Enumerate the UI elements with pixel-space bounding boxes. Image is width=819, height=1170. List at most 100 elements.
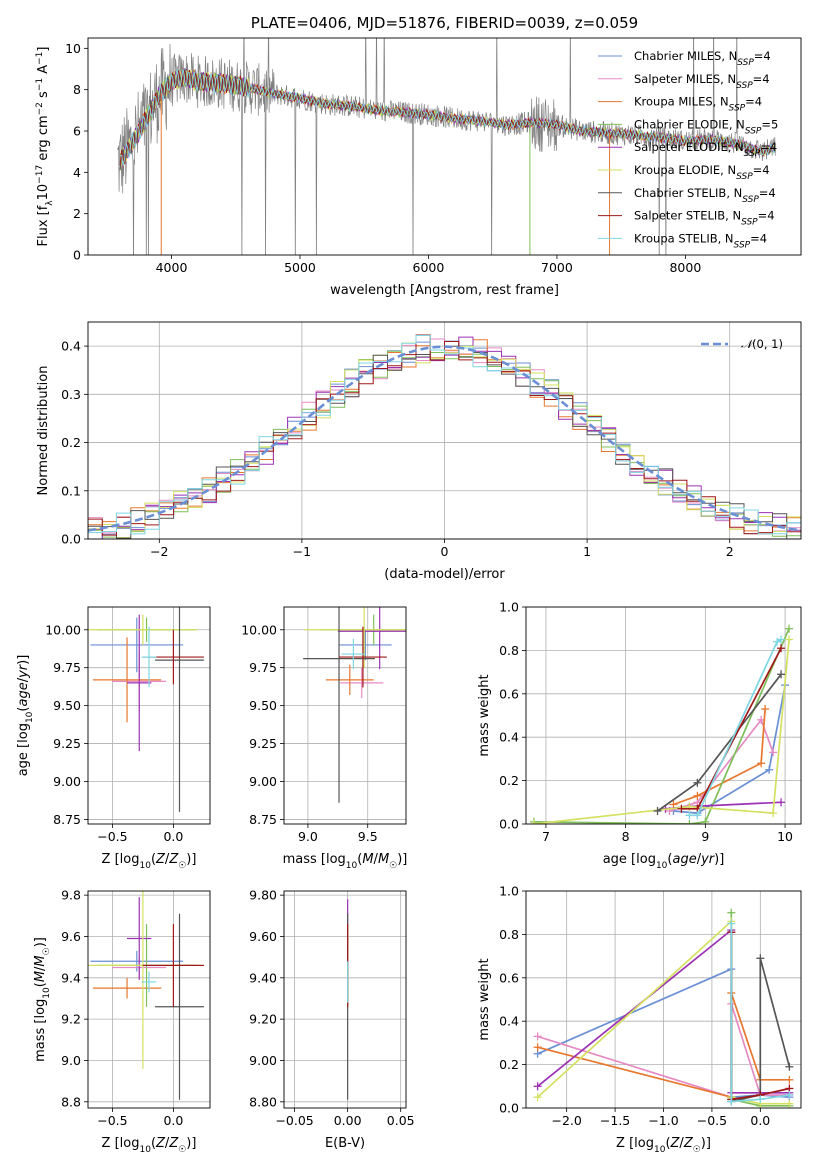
y-tick-label: 10.00 <box>45 622 81 637</box>
label-part: λ <box>45 200 55 206</box>
y-tick-label: 1.0 <box>499 884 519 899</box>
weight_vs_age-axes: 7 8 9 10 0.0 0.2 0.4 0.6 0.8 1.0 <box>499 600 801 844</box>
label-part: Salpeter ELODIE, N <box>634 140 744 154</box>
label-part: )] <box>186 1136 196 1151</box>
x-tick-label: −0.5 <box>97 829 127 844</box>
label-part: Kroupa MILES, N <box>634 95 729 109</box>
label-part: Chabrier MILES, N <box>634 49 737 63</box>
weight_vs_Z-plot-area <box>533 908 794 1108</box>
y-tick-label: 0.4 <box>61 339 81 354</box>
legend-entry: Kroupa MILES, NSSP=4 <box>634 95 762 114</box>
y-tick-label: 9.25 <box>249 736 277 751</box>
age_vs_mass-axes: 9.0 9.5 8.75 9.00 9.25 9.50 9.75 10.00 <box>241 607 406 844</box>
y-tick-label: 8 <box>73 82 81 97</box>
label-part: SSP <box>736 172 753 182</box>
y-axis-label: Flux [fλ10−17 erg cm−2 s−1 A−1] <box>35 47 55 247</box>
label-part: Z <box>683 1136 694 1151</box>
weight_vs_age-plot-area <box>529 624 794 824</box>
label-part: Salpeter MILES, N <box>634 72 736 86</box>
label-part: M <box>33 971 48 982</box>
y-tick-label: 9.75 <box>249 660 277 675</box>
label-part: −1 <box>35 52 45 65</box>
x-tick-label: −0.5 <box>697 1113 727 1128</box>
label-part: Chabrier ELODIE, N <box>634 117 745 131</box>
y-tick-label: 9.6 <box>61 929 81 944</box>
y-tick-label: 9.40 <box>249 970 277 985</box>
spectrum-plot-area <box>117 38 776 255</box>
label-part: / <box>679 1136 684 1151</box>
age_vs_Z-axes: −0.5 0.0 8.75 9.00 9.25 9.50 9.75 10.00 <box>45 607 210 844</box>
label-part: =4 <box>760 140 777 154</box>
y-axis-label: age [log10(age/yr)] <box>16 655 35 777</box>
label-part: age <box>672 852 696 867</box>
y-axis-label: mass weight <box>477 674 492 756</box>
x-axis-label: wavelength [Angstrom, rest frame] <box>330 283 559 298</box>
legend-entry: Salpeter STELIB, NSSP=4 <box>634 209 775 228</box>
y-tick-label: 9.8 <box>61 888 81 903</box>
label-part: SSP <box>742 195 759 205</box>
x-tick-label: 0.05 <box>387 1113 415 1128</box>
y-tick-label: 0.0 <box>499 817 519 832</box>
x-tick-label: 1 <box>583 544 591 559</box>
label-part: 10 <box>36 184 51 201</box>
label-part: s <box>36 91 51 102</box>
x-tick-label: −2.0 <box>551 1113 581 1128</box>
x-tick-label: 0.00 <box>334 1113 362 1128</box>
label-part: yr <box>700 852 716 867</box>
x-tick-label: 9 <box>701 829 709 844</box>
label-part: / <box>697 852 702 867</box>
label-part: Z [log <box>616 1136 654 1151</box>
label-part: M <box>33 955 48 966</box>
y-tick-label: 10.00 <box>241 622 277 637</box>
weight-line-5 <box>533 639 790 824</box>
mass_vs_ebv-frame <box>283 890 407 1109</box>
label-part: ( <box>151 852 156 867</box>
legend-entry: Chabrier ELODIE, NSSP=5 <box>634 117 778 136</box>
label-part: =4 <box>758 209 775 223</box>
label-part: Z <box>155 1136 166 1151</box>
label-part: ☉ <box>693 1145 701 1155</box>
x-tick-label: −1 <box>293 544 311 559</box>
y-tick-label: 0.0 <box>499 1101 519 1116</box>
x-tick-label: 8 <box>622 829 630 844</box>
x-tick-label: 2 <box>726 544 734 559</box>
label-part: ( <box>667 852 672 867</box>
label-part: (0, 1) <box>752 337 783 351</box>
mass_vs_Z-frame <box>87 890 211 1109</box>
label-part: 10 <box>25 711 35 723</box>
label-part: / <box>374 852 379 867</box>
weight-line-8 <box>689 638 782 817</box>
label-part: )] <box>16 655 31 665</box>
label-part: age [log <box>16 723 31 776</box>
x-axis-label: (data-model)/error <box>384 567 505 582</box>
label-part: SSP <box>744 149 761 159</box>
y-tick-label: 9.2 <box>61 1012 81 1027</box>
y-tick-label: 9.80 <box>249 888 277 903</box>
y-tick-label: 8.80 <box>249 1094 277 1109</box>
model-line-7 <box>119 67 776 166</box>
label-part: ( <box>665 1136 670 1151</box>
label-part: −2 <box>35 102 45 115</box>
residuals-axes: −2 −1 0 1 2 0.0 0.1 0.2 0.3 0.4 <box>61 322 801 559</box>
x-tick-label: 0 <box>441 544 449 559</box>
x-tick-label: 7000 <box>541 260 573 275</box>
y-tick-label: 4 <box>73 165 81 180</box>
y-tick-label: 0.6 <box>499 686 519 701</box>
legend-entry: Salpeter MILES, NSSP=4 <box>634 72 770 91</box>
label-part: Salpeter STELIB, N <box>634 209 741 223</box>
label-part: ( <box>33 982 48 987</box>
x-tick-label: −0.05 <box>275 1113 313 1128</box>
legend-entry: Chabrier STELIB, NSSP=4 <box>634 186 776 205</box>
label-part: Z <box>168 852 179 867</box>
label-part: ] <box>36 47 51 52</box>
label-part: 10 <box>656 861 668 871</box>
legend-entry: 𝒩(0, 1) <box>741 337 783 351</box>
label-part: mass [log <box>33 999 48 1062</box>
label-part: Z <box>168 1136 179 1151</box>
y-tick-label: 0.2 <box>499 773 519 788</box>
label-part: )] <box>397 852 407 867</box>
legend-entry: Kroupa STELIB, NSSP=4 <box>634 231 767 250</box>
y-tick-label: 9.60 <box>249 929 277 944</box>
x-axis-label: age [log10(age/yr)] <box>603 852 725 871</box>
